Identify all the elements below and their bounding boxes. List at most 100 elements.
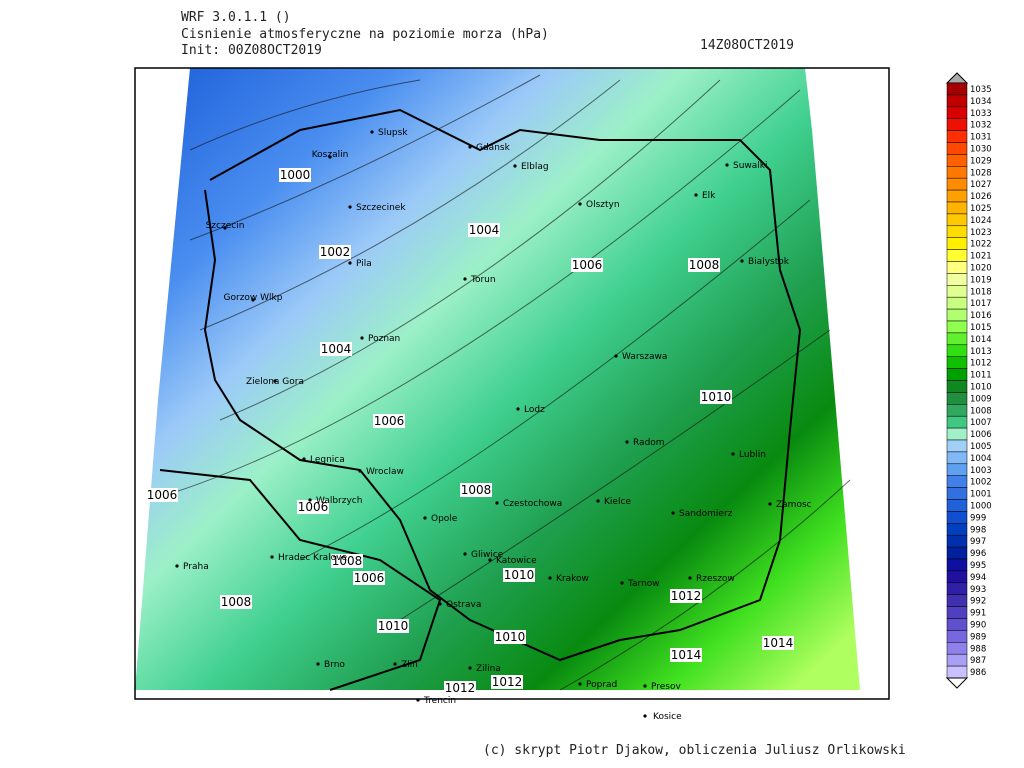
city-marker: [768, 502, 772, 506]
city-label: Elblag: [521, 162, 549, 172]
city-label: Wroclaw: [366, 467, 404, 477]
city-marker: [175, 564, 179, 568]
city-label: Slupsk: [378, 128, 408, 138]
colorbar-label: 999: [970, 513, 986, 523]
contour-label: 1000: [280, 168, 311, 182]
contour-label: 1012: [671, 589, 702, 603]
colorbar-label: 1022: [970, 240, 992, 250]
colorbar-cell: [946, 356, 968, 369]
footer: (c) skrypt Piotr Djakow, obliczenia Juli…: [483, 743, 906, 758]
colorbar-label: 993: [970, 585, 986, 595]
contour-label: 1002: [320, 245, 351, 259]
colorbar-label: 1014: [970, 335, 992, 345]
title: Cisnienie atmosferyczne na poziomie morz…: [181, 27, 549, 42]
colorbar-cell: [946, 320, 968, 334]
contour-label: 1014: [671, 648, 702, 662]
model: WRF 3.0.1.1 (): [181, 10, 291, 25]
city-marker: [251, 298, 255, 302]
city-label: Gorzow Wlkp: [224, 293, 283, 303]
contour-label: 1012: [492, 675, 523, 689]
city-label: Elk: [702, 191, 716, 201]
city-label: Rzeszow: [696, 574, 735, 584]
city-label: Zielona Gora: [246, 377, 304, 387]
colorbar-cell: [946, 380, 968, 393]
city-marker: [273, 379, 277, 383]
colorbar-label: 1012: [970, 359, 992, 369]
city-marker: [578, 682, 582, 686]
city-label: Czestochowa: [503, 499, 562, 509]
colorbar-cell: [946, 118, 968, 131]
city-label: Trencin: [423, 696, 456, 706]
city-label: Sandomierz: [679, 509, 733, 519]
colorbar-label: 1003: [970, 466, 992, 476]
colorbar-label: 1018: [970, 287, 992, 297]
colorbar-label: 1029: [970, 156, 992, 166]
colorbar-label: 1019: [970, 275, 992, 285]
colorbar-label: 1002: [970, 478, 992, 488]
city-marker: [393, 662, 397, 666]
city-marker: [360, 336, 364, 340]
city-marker: [578, 202, 582, 206]
contour-label: 1004: [469, 223, 500, 237]
colorbar-label: 1030: [970, 144, 992, 154]
contour-label: 1010: [378, 619, 409, 633]
colorbar-cell: [946, 296, 968, 310]
city-label: Kielce: [604, 497, 631, 507]
colorbar-cell: [946, 249, 968, 262]
colorbar-label: 1005: [970, 442, 992, 452]
colorbar-cell: [946, 665, 968, 679]
contour-label-bg: [700, 390, 732, 404]
city-label: Radom: [633, 438, 665, 448]
colorbar-cell: [946, 487, 968, 500]
contour-label-bg: [571, 258, 603, 272]
city-label: Ostrava: [446, 600, 481, 610]
contour-label-bg: [670, 589, 702, 603]
colorbar-label: 1021: [970, 252, 992, 262]
contour-label-bg: [146, 488, 178, 502]
colorbar-label: 1008: [970, 406, 992, 416]
contour-label-bg: [297, 500, 329, 514]
city-marker: [694, 193, 698, 197]
colorbar-cell: [946, 142, 968, 155]
contour-label-bg: [670, 648, 702, 662]
contour-label-bg: [444, 681, 476, 695]
contour-label: 1010: [495, 630, 526, 644]
city-label: Warszawa: [622, 352, 667, 362]
colorbar-cell: [946, 451, 968, 465]
colorbar-cell: [946, 618, 968, 631]
contour-label: 1006: [354, 571, 385, 585]
colorbar-label: 1017: [970, 299, 992, 309]
colorbar-label: 1006: [970, 430, 992, 440]
city-marker: [548, 576, 552, 580]
colorbar-cell: [946, 546, 968, 560]
map-area: [135, 68, 860, 691]
colorbar-cell: [946, 463, 968, 476]
city-label: Pila: [356, 259, 372, 269]
contour-label-bg: [762, 636, 794, 650]
colorbar-cell: [946, 392, 968, 405]
colorbar-cell: [946, 499, 968, 512]
colorbar-cell: [946, 261, 968, 274]
isobars: [149, 74, 851, 691]
contour-labels: 1000 1004 1002 1006 1008 1004 1010 1006 1006 1008…: [146, 168, 794, 695]
colorbar-cell: [946, 642, 968, 655]
city-marker: [488, 558, 492, 562]
colorbar-label: 1011: [970, 371, 992, 381]
city-marker: [643, 714, 647, 718]
city-marker: [308, 498, 312, 502]
colorbar-label: 998: [970, 525, 986, 535]
colorbar-cell: [946, 606, 968, 619]
city-label: Szczecinek: [356, 203, 406, 213]
colorbar-cell: [946, 582, 968, 595]
contour-label-bg: [220, 595, 252, 609]
contour-label: 1008: [461, 483, 492, 497]
contour-label: 1012: [445, 681, 476, 695]
colorbar-label: 1023: [970, 228, 992, 238]
colorbar-cell: [946, 511, 968, 524]
city-label: Praha: [183, 562, 209, 572]
city-label: Hradec Kralove: [278, 553, 347, 563]
colorbar-cell: [946, 130, 968, 143]
colorbar-cell: [946, 237, 968, 250]
city-marker: [731, 452, 735, 456]
